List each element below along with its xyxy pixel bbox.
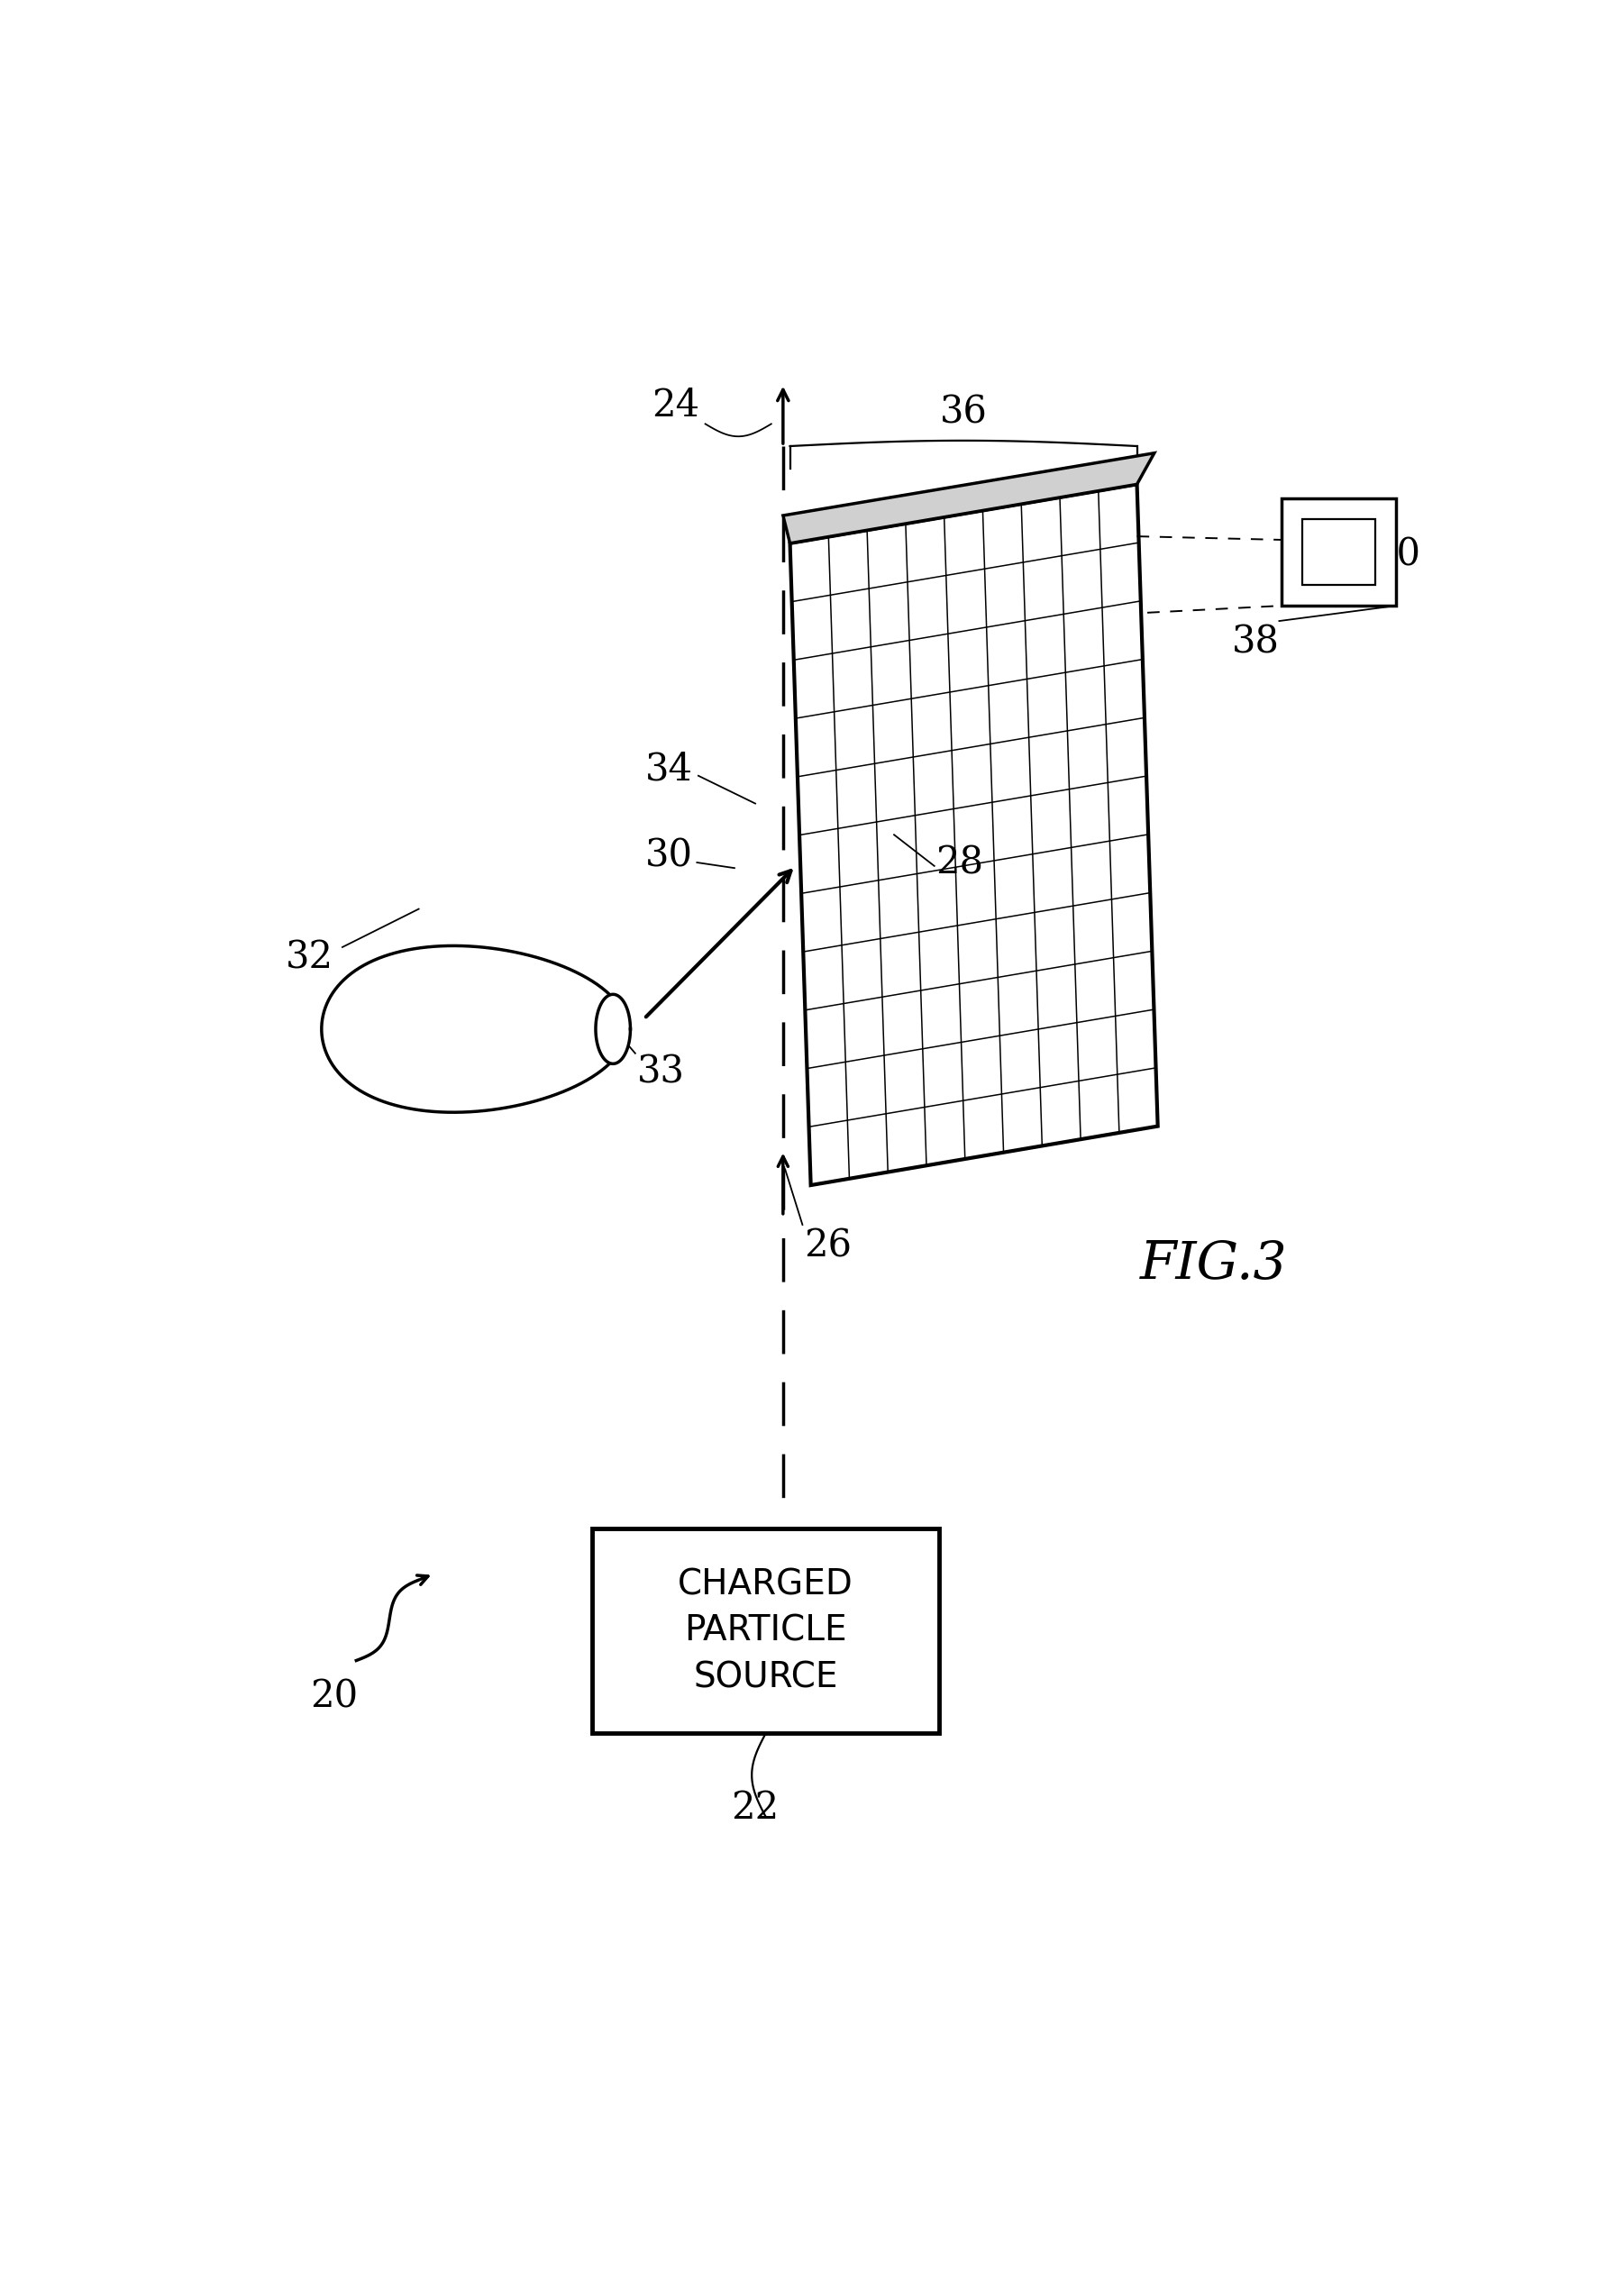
Text: 38: 38 <box>1231 623 1280 661</box>
Text: 30: 30 <box>645 836 693 875</box>
Polygon shape <box>789 484 1158 1186</box>
Text: FIG.3: FIG.3 <box>1140 1241 1286 1290</box>
Text: 33: 33 <box>637 1054 685 1091</box>
FancyBboxPatch shape <box>1302 518 1376 584</box>
Polygon shape <box>596 995 630 1063</box>
Text: 34: 34 <box>645 750 693 788</box>
Text: CHARGED
PARTICLE
SOURCE: CHARGED PARTICLE SOURCE <box>677 1568 854 1695</box>
Text: 28: 28 <box>935 843 984 882</box>
Text: 24: 24 <box>651 386 700 425</box>
Text: 22: 22 <box>731 1788 780 1827</box>
Text: 40: 40 <box>1372 534 1421 573</box>
FancyBboxPatch shape <box>593 1529 939 1734</box>
Text: 32: 32 <box>286 938 333 977</box>
Text: 20: 20 <box>310 1679 357 1715</box>
Text: 36: 36 <box>940 393 987 432</box>
Polygon shape <box>783 452 1155 543</box>
FancyBboxPatch shape <box>1281 498 1395 607</box>
Text: 26: 26 <box>804 1227 851 1266</box>
